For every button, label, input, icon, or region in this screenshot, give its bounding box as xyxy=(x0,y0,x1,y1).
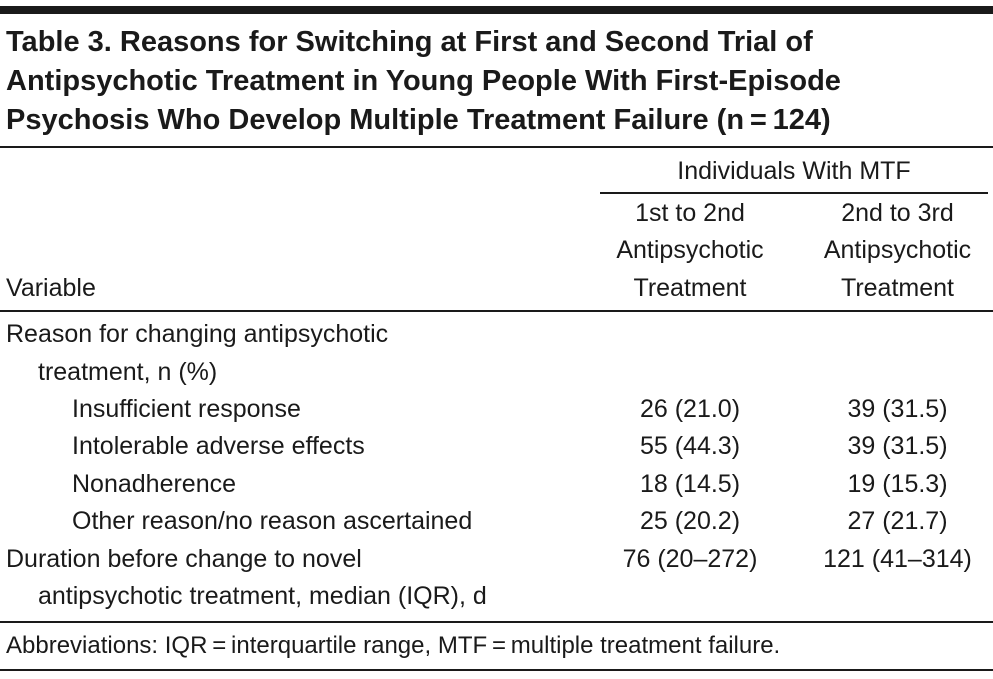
rule xyxy=(0,669,993,671)
column-header: Variable xyxy=(6,274,96,302)
column-header: Treatment xyxy=(840,274,954,302)
rule xyxy=(0,310,993,312)
cell: 27 (21.7) xyxy=(847,507,948,535)
top-rule xyxy=(0,6,993,14)
column-header: Antipsychotic xyxy=(616,236,764,264)
row-label: Duration before change to novel xyxy=(6,545,362,573)
column-header: 1st to 2nd xyxy=(635,199,745,227)
group-header: Individuals With MTF xyxy=(677,157,911,185)
cell: 55 (44.3) xyxy=(639,432,741,460)
cell: 121 (41–314) xyxy=(823,545,972,573)
cell: 26 (21.0) xyxy=(639,395,741,423)
title-line: Antipsychotic Treatment in Young People … xyxy=(6,65,841,97)
rule xyxy=(600,192,988,194)
footnote: Abbreviations: IQR = interquartile range… xyxy=(6,632,781,659)
cell: 19 (15.3) xyxy=(847,470,948,498)
row-label: treatment, n (%) xyxy=(38,358,218,386)
cell: 39 (31.5) xyxy=(847,395,948,423)
column-header: Treatment xyxy=(633,274,747,302)
row-label: Intolerable adverse effects xyxy=(72,432,365,460)
row-label: Nonadherence xyxy=(72,470,237,498)
column-header: Antipsychotic xyxy=(823,236,972,264)
row-label: Reason for changing antipsychotic xyxy=(6,320,389,348)
cell: 39 (31.5) xyxy=(847,432,948,460)
rule xyxy=(0,146,993,148)
title-line: Table 3. Reasons for Switching at First … xyxy=(6,26,813,58)
rule xyxy=(0,621,993,623)
column-header: 2nd to 3rd xyxy=(841,199,954,227)
cell: 18 (14.5) xyxy=(639,470,741,498)
row-label: antipsychotic treatment, median (IQR), d xyxy=(38,582,487,610)
row-label: Other reason/no reason ascertained xyxy=(72,507,473,535)
title-line: Psychosis Who Develop Multiple Treatment… xyxy=(6,104,831,136)
cell: 25 (20.2) xyxy=(639,507,741,535)
row-label: Insufficient response xyxy=(72,395,301,423)
cell: 76 (20–272) xyxy=(622,545,758,573)
